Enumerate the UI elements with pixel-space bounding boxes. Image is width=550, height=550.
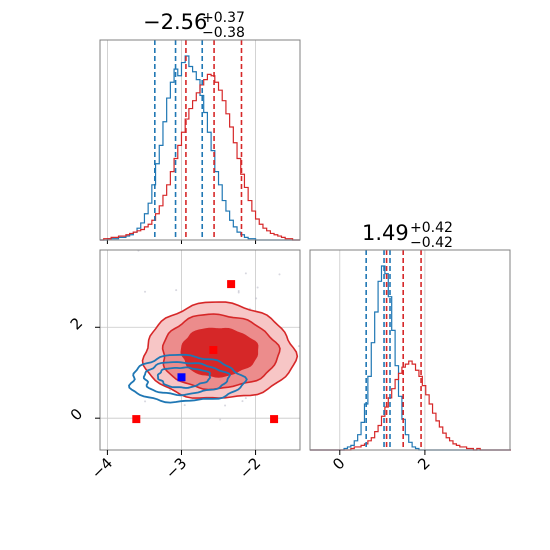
top-left-histogram-series-0 bbox=[100, 55, 300, 241]
top-left-histogram-series-1 bbox=[100, 73, 300, 241]
top-left-histogram-panel: −2.56 +0.37 −0.38 bbox=[99, 10, 301, 244]
scatter-point bbox=[219, 418, 222, 421]
scatter-point bbox=[194, 236, 196, 238]
scatter-point bbox=[358, 336, 360, 338]
blue-contour-level-1 bbox=[142, 361, 232, 397]
scatter-point bbox=[144, 290, 147, 293]
scatter-point bbox=[183, 404, 186, 407]
bottom-left-xtick-label-2: −2 bbox=[236, 454, 264, 482]
scatter-point bbox=[244, 272, 247, 275]
red-contour-level-2 bbox=[180, 327, 259, 378]
scatter-point bbox=[224, 404, 227, 407]
scatter-point bbox=[256, 286, 259, 289]
blue-contour-level-0 bbox=[128, 353, 248, 404]
scatter-point bbox=[241, 400, 244, 403]
bottom-left-ytick-label-0: 0 bbox=[67, 405, 86, 424]
marker-2 bbox=[132, 415, 141, 424]
marker-0 bbox=[227, 280, 236, 289]
scatter-point bbox=[255, 297, 258, 300]
top-left-panel-frame bbox=[99, 39, 301, 241]
top-left-title-value: −2.56 bbox=[143, 10, 207, 34]
scatter-point bbox=[237, 291, 240, 294]
marker-1 bbox=[209, 346, 218, 354]
scatter-point bbox=[175, 289, 178, 292]
scatter-point bbox=[168, 389, 171, 392]
marker-4 bbox=[177, 373, 186, 382]
marker-3 bbox=[270, 415, 279, 424]
blue-contour-level-2 bbox=[156, 366, 212, 389]
bottom-right-title-value: 1.49 bbox=[362, 221, 409, 245]
scatter-point bbox=[244, 397, 247, 400]
bottom-right-histogram-panel: 1.49 +0.42 −0.42 0 2 bbox=[309, 220, 511, 474]
bottom-right-panel-frame bbox=[309, 249, 511, 451]
bottom-right-title-upper: +0.42 bbox=[410, 220, 453, 236]
scatter-point bbox=[297, 345, 300, 348]
bottom-left-panel-frame bbox=[99, 249, 301, 451]
scatter-point bbox=[305, 303, 307, 305]
bottom-left-xtick-label-0: −4 bbox=[88, 454, 116, 482]
scatter-point bbox=[278, 273, 281, 276]
scatter-point bbox=[144, 400, 147, 403]
scatter-point bbox=[237, 289, 240, 292]
top-left-title-lower: −0.38 bbox=[202, 25, 245, 41]
bottom-left-contour-panel: −4 −3 −2 0 2 bbox=[67, 236, 360, 482]
bottom-right-xtick-label-0: 0 bbox=[329, 454, 348, 473]
bottom-right-xtick-label-1: 2 bbox=[414, 454, 433, 473]
bottom-right-title-lower: −0.42 bbox=[410, 235, 453, 251]
top-left-title-upper: +0.37 bbox=[202, 10, 245, 26]
bottom-left-xtick-label-1: −3 bbox=[162, 454, 190, 482]
bottom-left-ytick-label-1: 2 bbox=[67, 314, 86, 333]
bottom-right-histogram-series-1 bbox=[310, 360, 511, 451]
